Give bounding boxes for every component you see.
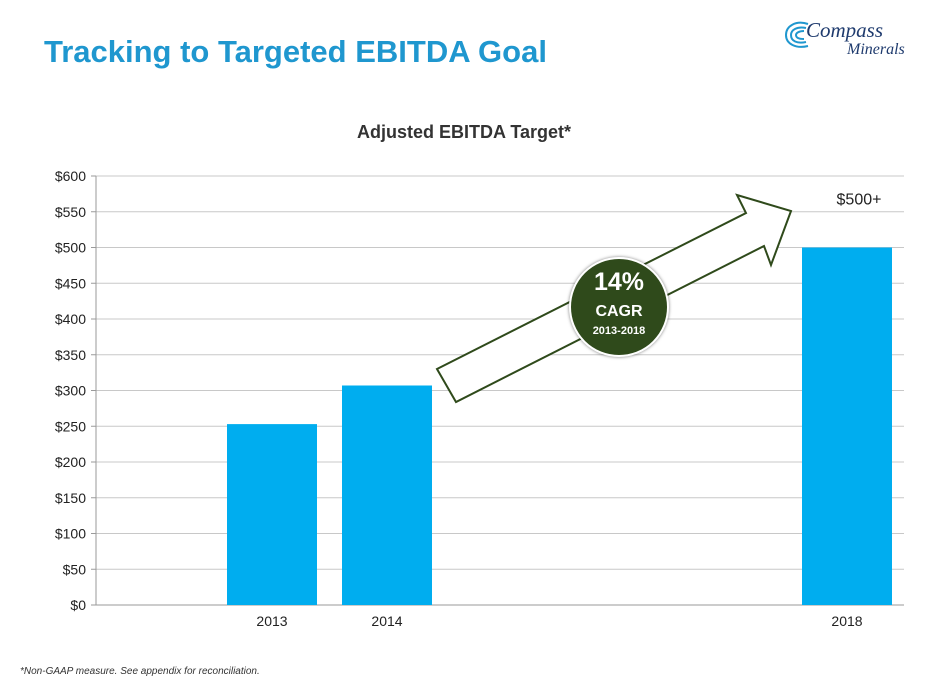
cagr-badge: 14% CAGR 2013-2018	[569, 257, 669, 357]
y-tick-label: $300	[55, 383, 86, 399]
y-tick-label: $500	[55, 240, 86, 256]
y-tick-label: $250	[55, 418, 86, 434]
y-tick-label: $150	[55, 490, 86, 506]
logo-text-minerals: Minerals	[847, 41, 905, 58]
company-logo: Compass Minerals	[778, 14, 918, 66]
y-tick-label: $200	[55, 454, 86, 470]
bars	[227, 247, 892, 605]
footnote: *Non-GAAP measure. See appendix for reco…	[20, 666, 260, 677]
gridlines	[91, 175, 904, 606]
logo-text-compass: Compass	[806, 18, 884, 42]
y-tick-label: $350	[55, 347, 86, 363]
data-labels: $500+	[837, 192, 882, 209]
y-tick-label: $450	[55, 275, 86, 291]
bar-2013	[227, 424, 317, 605]
cagr-percent: 14%	[593, 268, 645, 296]
y-tick-label: $400	[55, 311, 86, 327]
y-tick-label: $100	[55, 526, 86, 542]
cagr-range: 2013-2018	[592, 325, 646, 337]
x-tick-label: 2013	[256, 613, 287, 629]
bar-2018	[802, 247, 892, 605]
x-tick-label: 2018	[831, 613, 862, 629]
y-tick-label: $0	[70, 597, 86, 613]
slide-title: Tracking to Targeted EBITDA Goal	[44, 34, 547, 69]
data-label: $500+	[837, 192, 882, 209]
cagr-label: CAGR	[595, 303, 643, 320]
bar-2014	[342, 385, 432, 605]
chart-title: Adjusted EBITDA Target*	[356, 122, 571, 142]
x-tick-label: 2014	[371, 613, 402, 629]
y-tick-label: $550	[55, 204, 86, 220]
y-tick-label: $50	[63, 561, 87, 577]
y-tick-label: $600	[55, 168, 86, 184]
compass-swirl-icon	[784, 21, 809, 48]
x-axis-ticks: 2013 2014 2018	[256, 613, 862, 629]
y-axis-ticks: $0 $50 $100 $150 $200 $250 $300 $350 $400 $450 $50…	[55, 168, 86, 613]
